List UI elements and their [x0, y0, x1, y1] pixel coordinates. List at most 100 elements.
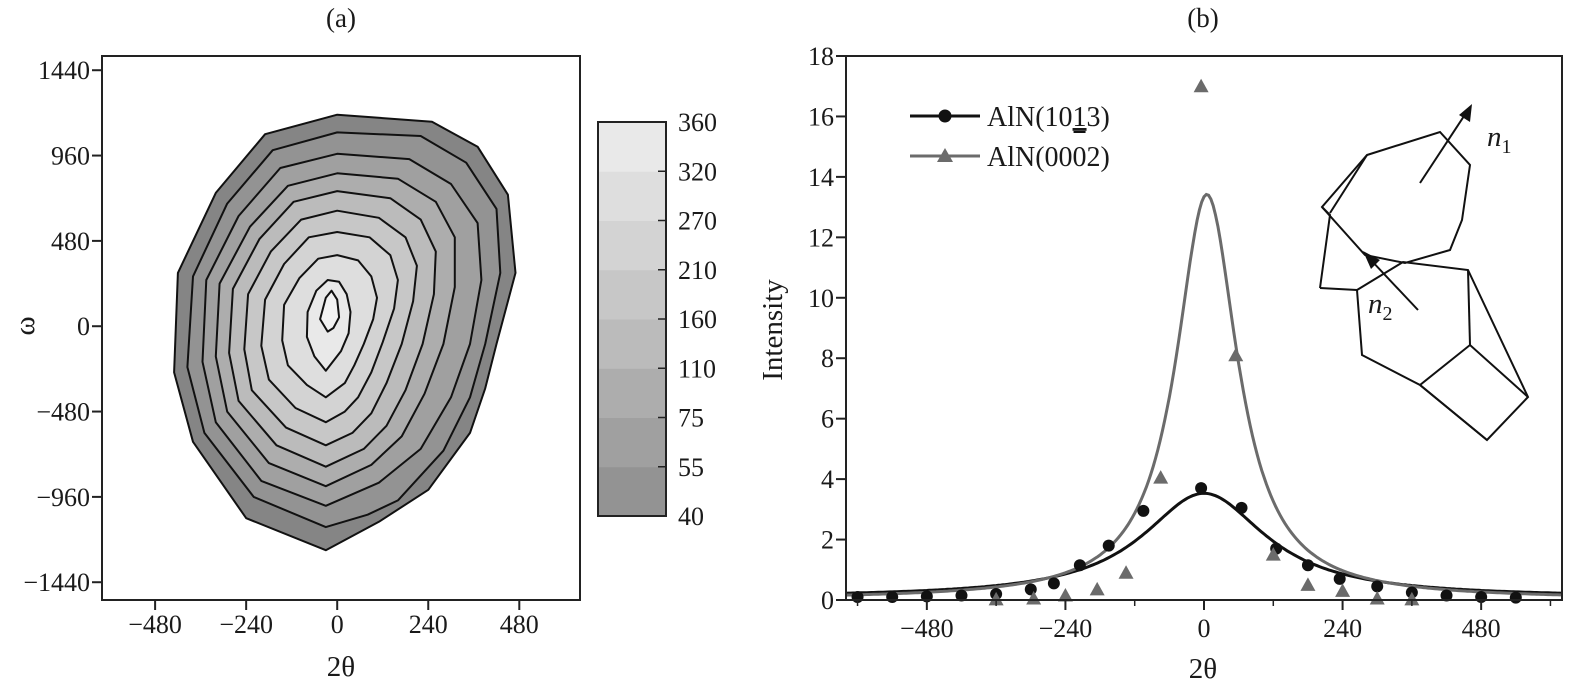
x-tick-label-a: 240 — [409, 610, 448, 639]
fit-curve-series-1 — [845, 491, 1563, 595]
colorbar-label: 320 — [678, 157, 717, 186]
y-tick-label-a: 0 — [77, 312, 90, 341]
axis-ticks-a: −480 −240 0 240 480 −1440 −960 −480 0 480 960 1440 — [23, 56, 538, 639]
legend-label-1-head: AlN(10 — [987, 102, 1073, 133]
contour-level-360 — [319, 289, 341, 333]
x-tick-label-b: −240 — [1039, 614, 1093, 643]
inset-n1-subscript: 1 — [1502, 136, 1512, 158]
x-tick-label-b: 0 — [1198, 614, 1211, 643]
crystal-1-edge — [1319, 206, 1332, 289]
y-tick-label-b: 18 — [808, 42, 834, 71]
data-point-series-1 — [1073, 559, 1086, 572]
y-axis-title-b: Intensity — [757, 279, 789, 381]
plot-frame-a — [101, 55, 581, 601]
data-point-series-1 — [955, 589, 968, 602]
data-point-series-1 — [1137, 504, 1150, 517]
y-tick-label-b: 0 — [821, 586, 834, 615]
data-point-series-2 — [1026, 590, 1042, 605]
legend-label-1-bar: 1 — [1073, 102, 1087, 133]
inset-n2-subscript: 2 — [1383, 303, 1393, 325]
y-tick-label-b: 12 — [808, 223, 834, 252]
data-point-series-1 — [1195, 482, 1208, 495]
crystal-2-edge — [1467, 269, 1471, 346]
data-point-series-2 — [1265, 547, 1281, 561]
colorbar-band — [598, 220, 666, 271]
y-tick-label-a: −480 — [36, 398, 90, 427]
inset-label-n2: n2 — [1368, 288, 1393, 325]
contour-fills — [173, 113, 517, 552]
colorbar-label: 75 — [678, 404, 704, 433]
x-tick-label-b: 480 — [1462, 614, 1501, 643]
data-point-series-2 — [1369, 590, 1385, 605]
y-tick-label-a: 960 — [51, 142, 90, 171]
y-tick-label-a: −960 — [36, 483, 90, 512]
colorbar-band — [598, 368, 666, 418]
colorbar-band — [598, 466, 666, 517]
x-axis-title-a: 2θ — [327, 651, 355, 683]
x-axis-title-b: 2θ — [1189, 653, 1217, 685]
y-axis-title-a: ω — [9, 316, 41, 335]
colorbar-band — [598, 269, 666, 320]
y-tick-label-a: 1440 — [38, 56, 90, 85]
data-point-series-1 — [1047, 577, 1060, 590]
colorbar-label: 160 — [678, 305, 717, 334]
y-tick-label-b: 2 — [821, 526, 834, 555]
plot-frame-b — [845, 55, 1563, 601]
data-point-series-1 — [1509, 591, 1522, 604]
colorbar-label: 40 — [678, 502, 704, 531]
y-tick-label-b: 6 — [821, 405, 834, 434]
colorbar-label: 210 — [678, 256, 717, 285]
data-point-series-1 — [1371, 580, 1384, 593]
fit-curves — [845, 192, 1563, 597]
colorbar-label: 55 — [678, 453, 704, 482]
colorbar-label: 360 — [678, 108, 717, 137]
panel-b-label: (b) — [1187, 3, 1218, 33]
crystal-2-face-a — [1419, 343, 1529, 398]
crystal-1-outline — [1320, 130, 1472, 265]
y-tick-label-b: 4 — [821, 465, 834, 494]
colorbar-label: 270 — [678, 207, 717, 236]
colorbar: 40 55 75 110 160 210 270 320 360 — [597, 108, 717, 531]
colorbar-band — [598, 171, 666, 221]
inset-label-n1: n1 — [1487, 121, 1512, 158]
legend: AlN(1013) AlN(0002) — [910, 102, 1110, 173]
y-tick-label-a: 480 — [51, 227, 90, 256]
inset-n1-letter: n — [1487, 121, 1502, 153]
crystal-2-outline — [1355, 260, 1530, 442]
data-point-series-1 — [886, 590, 899, 603]
inset-n2-letter: n — [1368, 288, 1383, 320]
legend-label-series-1: AlN(1013) — [987, 102, 1110, 133]
data-point-series-1 — [1301, 559, 1314, 572]
legend-label-series-2: AlN(0002) — [987, 142, 1110, 173]
panel-a-label: (a) — [326, 3, 356, 33]
data-point-series-1 — [1235, 501, 1248, 514]
data-point-series-2 — [1153, 470, 1169, 484]
legend-label-1-tail: 3) — [1087, 102, 1110, 133]
data-point-series-1 — [1102, 539, 1115, 552]
data-point-series-1 — [1333, 572, 1346, 585]
legend-marker-series-1 — [938, 109, 952, 123]
crystal-inset — [1319, 104, 1530, 442]
data-point-series-2 — [1089, 581, 1105, 596]
y-tick-label-a: −1440 — [23, 568, 90, 597]
data-points — [851, 78, 1522, 606]
crystal-1-base — [1319, 287, 1358, 291]
legend-marker-series-2 — [937, 148, 953, 162]
data-point-series-2 — [1300, 577, 1316, 591]
normal-arrow-1 — [1419, 109, 1469, 184]
data-point-series-2 — [1193, 78, 1209, 93]
data-point-series-2 — [1404, 591, 1420, 606]
crystal-1-face — [1329, 154, 1368, 214]
x-tick-label-a: −240 — [219, 610, 273, 639]
y-tick-label-b: 14 — [808, 163, 834, 192]
crystal-2-face-b — [1419, 384, 1488, 441]
y-tick-label-b: 16 — [808, 102, 834, 131]
normal-arrow-2 — [1368, 257, 1419, 311]
data-point-series-2 — [1335, 583, 1351, 597]
contour-plot-panel: (a) −480 −240 0 240 480 −1440 −960 −480 0 480 960 1… — [9, 3, 717, 683]
colorbar-label: 110 — [678, 354, 716, 383]
colorbar-band — [598, 319, 666, 369]
